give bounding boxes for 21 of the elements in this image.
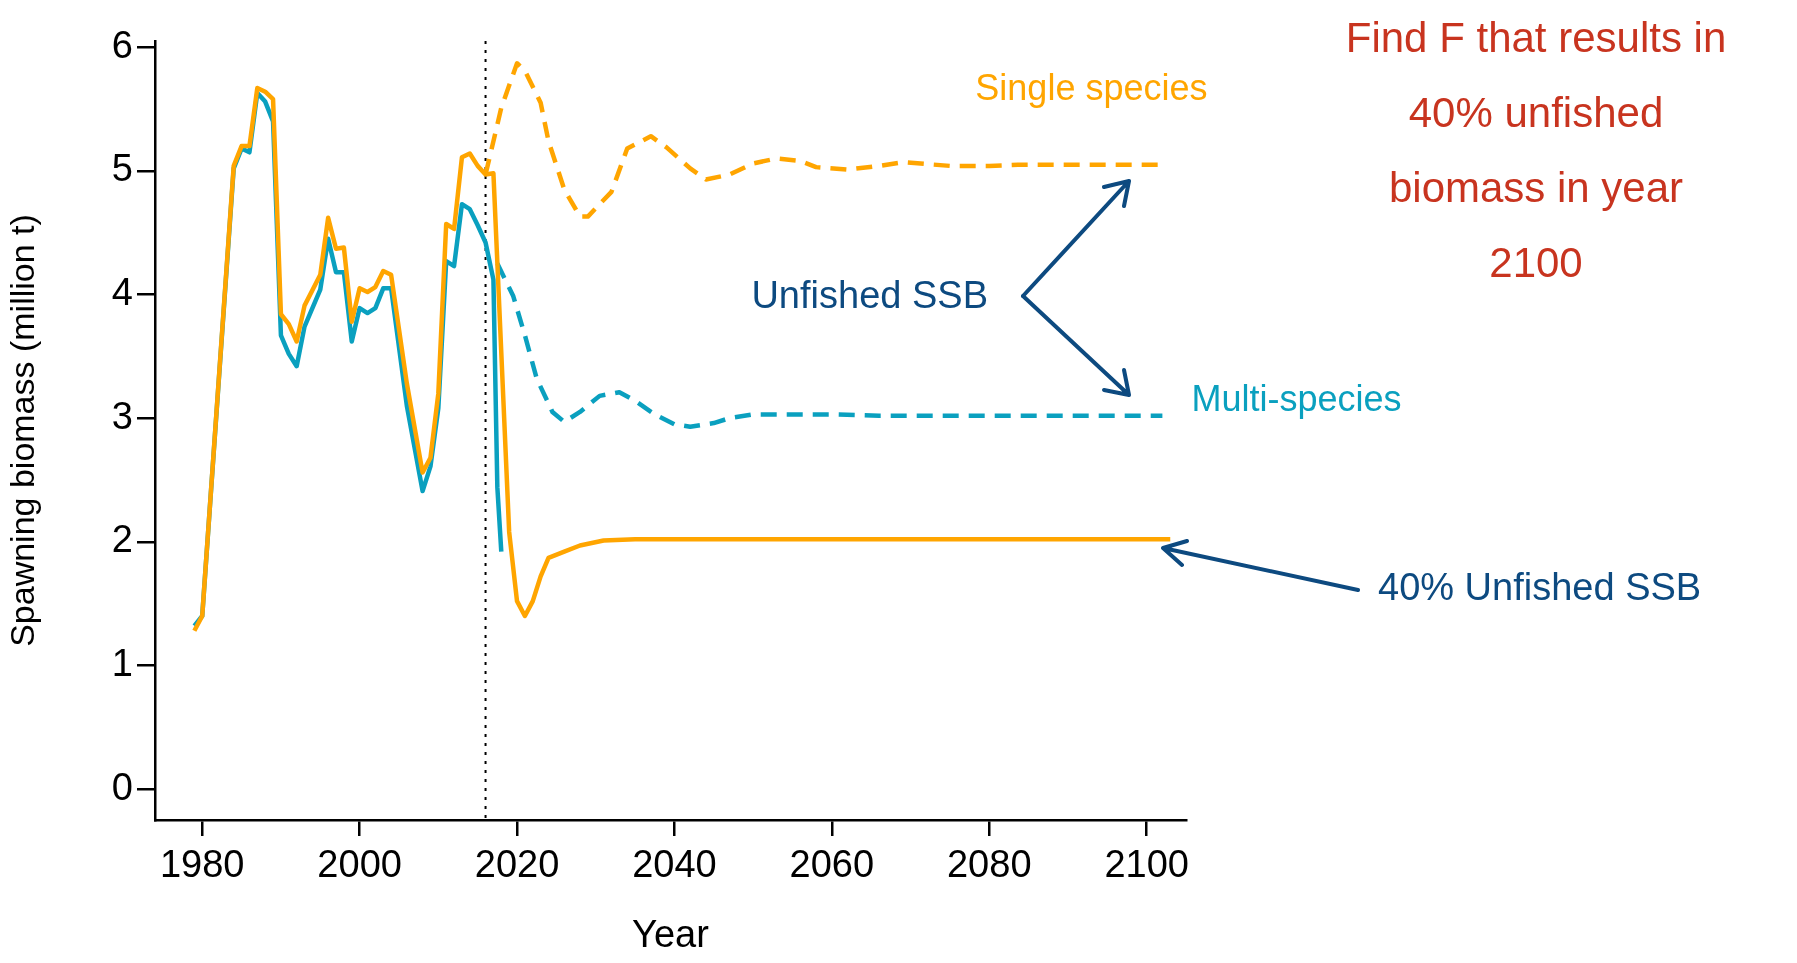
x-tick-label: 1980 — [159, 843, 245, 886]
y-axis-title: Spawning biomass (million t) — [2, 214, 41, 647]
y-tick-label: 2 — [111, 518, 133, 561]
text: 40% Unfished SSB — [1378, 566, 1702, 609]
x-tick-label: 2080 — [946, 843, 1032, 886]
y-tick-label: 0 — [111, 765, 133, 808]
y-tick-label: 4 — [111, 270, 133, 313]
x-tick-label: 2100 — [1104, 843, 1189, 886]
series-label: Multi-species — [1191, 377, 1402, 419]
x-axis-title: Year — [632, 912, 710, 955]
x-tick-label: 2060 — [789, 843, 875, 886]
annotation: Unfished SSB — [751, 274, 988, 317]
y-tick-label: 3 — [111, 394, 133, 437]
series-label: Single species — [975, 66, 1208, 108]
y-tick-label: 5 — [111, 147, 133, 190]
text: Find F that results in 40% unfished biomass in year 2100 — [1345, 13, 1727, 286]
x-tick-label: 2020 — [474, 843, 560, 886]
x-tick-label: 2040 — [632, 843, 717, 886]
y-tick-label: 1 — [111, 641, 133, 684]
y-tick-label: 6 — [111, 23, 133, 66]
x-tick-label: 2000 — [317, 843, 402, 886]
